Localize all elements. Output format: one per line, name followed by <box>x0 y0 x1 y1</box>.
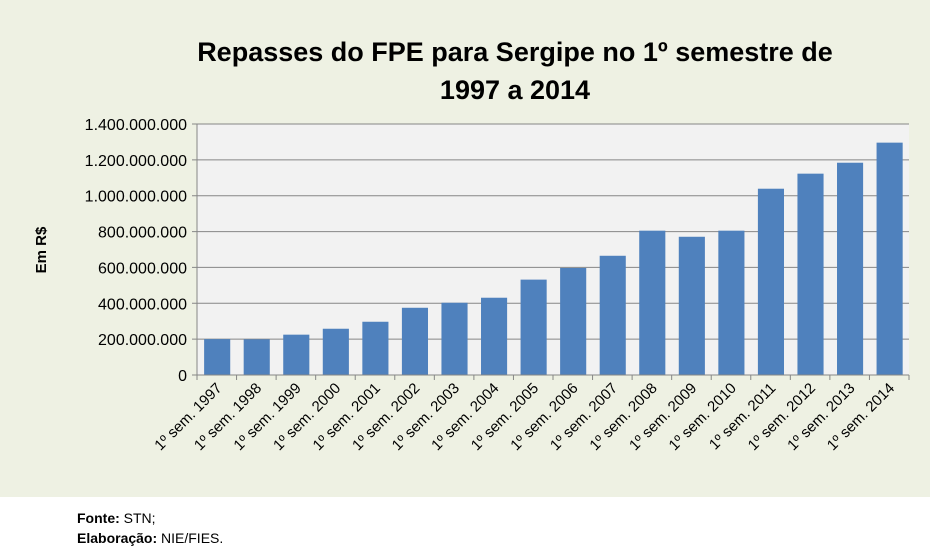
bar <box>322 328 349 375</box>
y-tick-label: 400.000.000 <box>98 296 187 313</box>
bar <box>757 188 785 375</box>
bar <box>204 339 231 375</box>
y-tick-label: 1.200.000.000 <box>85 153 187 170</box>
y-tick-label: 200.000.000 <box>98 332 187 349</box>
bar <box>481 297 508 375</box>
y-tick-label: 800.000.000 <box>98 225 187 242</box>
chart-title-line-2: 1997 a 2014 <box>440 75 590 105</box>
bar <box>599 255 626 375</box>
bar <box>283 334 310 375</box>
source-value: STN; <box>119 510 156 526</box>
bar <box>441 302 468 375</box>
bar <box>401 307 429 375</box>
y-tick-label: 600.000.000 <box>98 260 187 277</box>
bar <box>718 230 745 375</box>
bar <box>520 279 547 375</box>
elaboration-value: NIE/FIES. <box>157 530 224 546</box>
source-label: Fonte: <box>77 510 120 526</box>
elaboration-note: Elaboração: NIE/FIES. <box>77 530 223 546</box>
elaboration-label: Elaboração: <box>77 530 158 546</box>
bar <box>560 267 587 375</box>
bar <box>837 162 864 375</box>
bar <box>797 173 824 375</box>
y-tick-label: 1.400.000.000 <box>85 117 187 134</box>
bar <box>362 321 389 375</box>
bar <box>639 230 666 375</box>
bar <box>678 236 705 375</box>
y-tick-label: 1.000.000.000 <box>85 189 187 206</box>
bar-chart: Repasses do FPE para Sergipe no 1º semes… <box>33 37 910 454</box>
bar <box>243 339 270 375</box>
bar <box>876 142 903 375</box>
x-tick-label: 1º sem. 1997 <box>151 380 225 454</box>
plot-area <box>197 124 909 375</box>
y-axis-label: Em R$ <box>33 226 50 273</box>
chart-title-line-1: Repasses do FPE para Sergipe no 1º semes… <box>197 37 833 67</box>
source-note: Fonte: STN; <box>77 510 156 526</box>
y-tick-label: 0 <box>178 368 187 385</box>
